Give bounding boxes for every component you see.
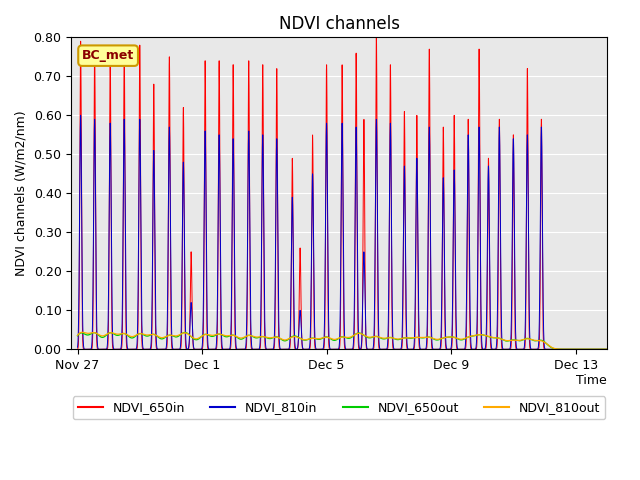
Title: NDVI channels: NDVI channels (278, 15, 399, 33)
NDVI_650out (416, 335, 424, 340)
NDVI_650out (181, 330, 189, 336)
NDVI_810out (74, 332, 81, 338)
Line: NDVI_650in: NDVI_650in (77, 37, 607, 349)
Legend: NDVI_650in, NDVI_810in, NDVI_650out, NDVI_810out: NDVI_650in, NDVI_810in, NDVI_650out, NDV… (73, 396, 605, 419)
NDVI_650in (508, 288, 516, 294)
Line: NDVI_810out: NDVI_810out (77, 332, 607, 349)
Y-axis label: NDVI channels (W/m2/nm): NDVI channels (W/m2/nm) (15, 110, 28, 276)
NDVI_810out (603, 347, 611, 352)
NDVI_810in (151, 203, 159, 209)
NDVI_810in (74, 344, 81, 350)
NDVI_650in (372, 35, 380, 40)
NDVI_650in (194, 347, 202, 352)
NDVI_650out (74, 333, 81, 339)
NDVI_650out (516, 338, 524, 344)
Text: BC_met: BC_met (82, 49, 134, 62)
NDVI_650in (516, 347, 524, 352)
NDVI_650in (74, 346, 81, 352)
Line: NDVI_650out: NDVI_650out (77, 333, 607, 349)
NDVI_810out (151, 332, 159, 337)
NDVI_650in (125, 347, 133, 352)
NDVI_810in (508, 249, 516, 255)
NDVI_810out (78, 329, 86, 335)
NDVI_650in (150, 181, 158, 187)
NDVI_650in (603, 347, 611, 352)
NDVI_810out (416, 335, 424, 340)
NDVI_810in (603, 347, 611, 352)
NDVI_810in (416, 342, 424, 348)
NDVI_650out (603, 347, 611, 352)
NDVI_810in (77, 112, 84, 118)
NDVI_650out (150, 332, 158, 337)
NDVI_650out (508, 337, 516, 343)
NDVI_810out (126, 333, 134, 339)
NDVI_810in (195, 347, 202, 352)
NDVI_810in (577, 347, 584, 352)
NDVI_650in (416, 346, 424, 352)
NDVI_810out (516, 337, 524, 343)
NDVI_810in (126, 347, 134, 352)
X-axis label: Time: Time (576, 374, 607, 387)
NDVI_650out (125, 334, 133, 340)
NDVI_650in (568, 347, 575, 352)
Line: NDVI_810in: NDVI_810in (77, 115, 607, 349)
NDVI_810out (508, 337, 516, 343)
NDVI_650out (195, 336, 202, 342)
NDVI_810out (195, 336, 202, 341)
NDVI_810in (516, 347, 524, 352)
